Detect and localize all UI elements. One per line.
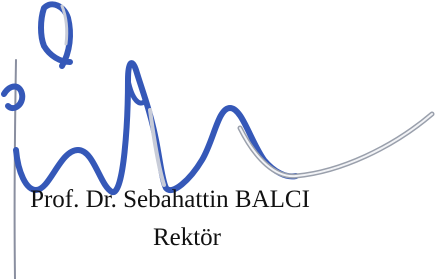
signature-stroke	[4, 87, 22, 109]
signatory-title: Rektör	[153, 224, 222, 251]
signature-document: Prof. Dr. Sebahattin BALCI Rektör	[0, 0, 438, 279]
signature-vertical-stroke	[15, 60, 16, 279]
signature-stroke	[150, 110, 164, 185]
page: {"signature_block": {"name": "Prof. Dr. …	[0, 0, 438, 279]
signature-stroke	[16, 63, 296, 192]
signature-stroke	[240, 114, 432, 176]
signatory-name: Prof. Dr. Sebahattin BALCI	[30, 186, 310, 213]
